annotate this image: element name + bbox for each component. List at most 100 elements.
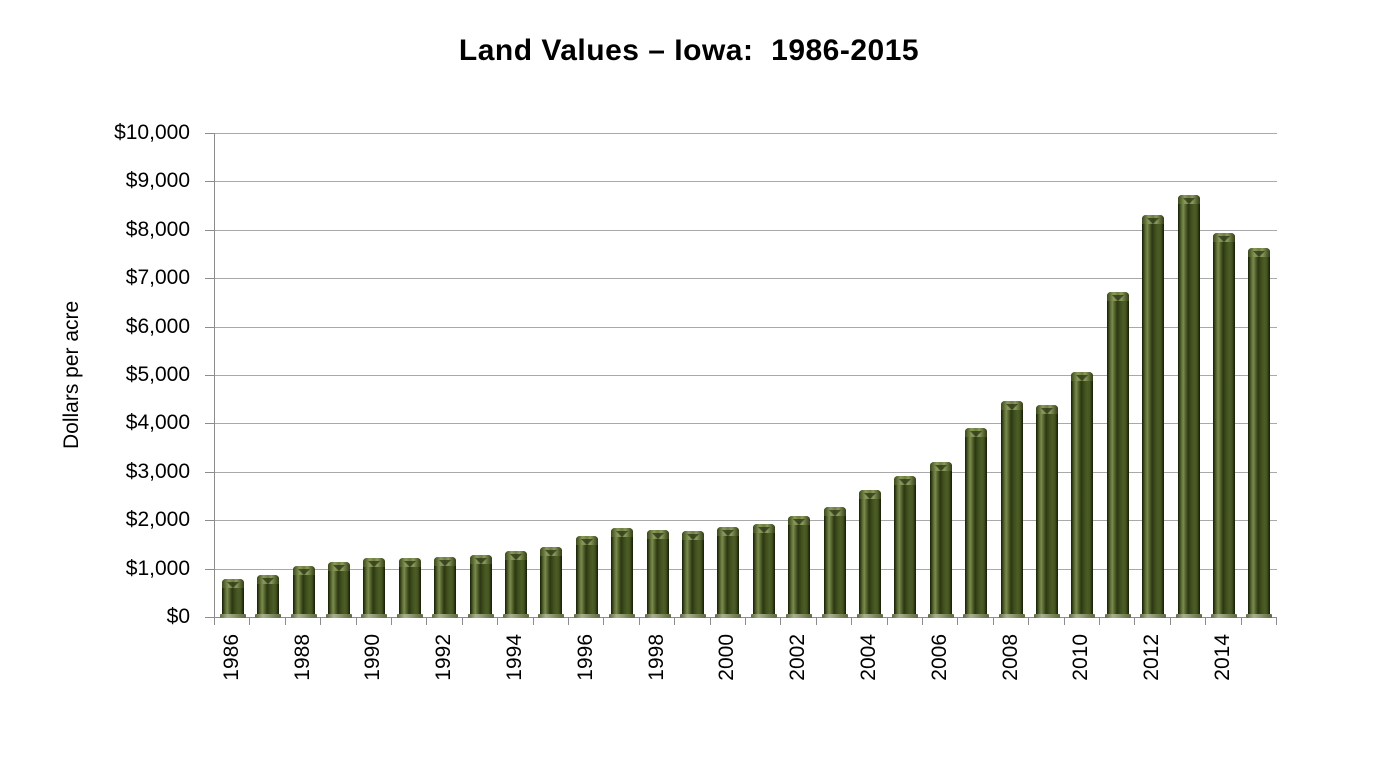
bar-top-bevel [434,557,457,566]
bar-base-bevel [1175,614,1202,618]
y-tick-mark-6000 [205,326,214,328]
bar-2009 [1033,405,1060,618]
bar-2003 [821,507,848,618]
bar-base-bevel [821,614,848,618]
x-tick-mark-27 [1169,618,1171,625]
bar-base-bevel [361,614,388,618]
y-tick-label-0: $0 [166,605,190,628]
bar-base-bevel [998,614,1025,618]
bar-2012 [1140,215,1167,618]
gridline-4000 [215,423,1277,425]
x-tick-mark-18 [851,618,853,625]
bar-top-bevel [1000,401,1023,410]
y-tick-label-9000: $9,000 [125,169,190,193]
y-tick-mark-0 [205,617,214,618]
y-tick-mark-10000 [205,133,214,134]
bar-1994 [502,551,529,618]
y-tick-mark-9000 [205,181,214,183]
x-tick-mark-2 [284,618,286,625]
bar-top-bevel [1177,195,1200,204]
bar-top-bevel [504,551,527,560]
bar-1987 [255,575,282,618]
gridline-8000 [215,229,1277,231]
x-tick-label-1986: 1986 [219,634,243,681]
bar-top-bevel [858,490,881,499]
bar-top-bevel [221,579,244,588]
bar-base-bevel [750,614,777,618]
bar-base-bevel [502,614,529,618]
bar-top-bevel [788,516,811,525]
x-tick-mark-23 [1028,618,1030,625]
bar-base-bevel [1246,614,1273,618]
bar-1997 [609,528,636,618]
x-tick-mark-21 [957,618,959,625]
bar-base-bevel [467,614,494,618]
bar-2000 [715,527,742,618]
bar-base-bevel [396,614,423,618]
bar-top-bevel [965,428,988,437]
bar-2013 [1175,195,1202,618]
bar-1993 [467,555,494,618]
bar-base-bevel [644,614,671,618]
bar-base-bevel [927,614,954,618]
x-tick-mark-12 [638,618,640,625]
x-tick-mark-0 [214,618,215,625]
bar-1998 [644,530,671,618]
bar-base-bevel [325,614,352,618]
x-tick-label-2010: 2010 [1069,634,1093,681]
bar-1992 [432,557,459,618]
y-tick-label-10000: $10,000 [114,121,190,144]
bar-base-bevel [609,614,636,618]
x-tick-mark-5 [391,618,392,625]
x-tick-mark-3 [320,618,322,625]
x-tick-mark-19 [886,618,888,625]
gridline-2000 [215,520,1277,522]
x-tick-mark-30 [1276,618,1277,625]
y-tick-label-3000: $3,000 [125,459,190,483]
y-tick-mark-3000 [205,471,214,473]
bar-base-bevel [1210,614,1237,618]
y-tick-label-4000: $4,000 [125,411,190,435]
bar-top-bevel [823,507,846,516]
x-tick-mark-10 [568,618,569,625]
bar-top-bevel [1071,372,1094,381]
x-tick-mark-28 [1205,618,1207,625]
bar-base-bevel [679,614,706,618]
y-tick-mark-1000 [205,568,214,570]
y-tick-label-6000: $6,000 [125,314,190,338]
x-tick-label-2008: 2008 [998,634,1022,681]
x-tick-mark-9 [532,618,534,625]
bar-top-bevel [327,562,350,571]
bar-2014 [1210,233,1237,618]
bar-base-bevel [1033,614,1060,618]
x-tick-label-2002: 2002 [786,634,810,681]
x-tick-label-1998: 1998 [644,634,668,681]
x-tick-mark-7 [461,618,463,625]
bar-top-bevel [1106,292,1129,301]
y-tick-label-2000: $2,000 [125,508,190,532]
bar-base-bevel [219,614,246,618]
x-tick-mark-6 [426,618,428,625]
x-tick-label-1992: 1992 [432,634,456,681]
bar-base-bevel [1104,614,1131,618]
bar-base-bevel [1069,614,1096,618]
x-tick-mark-15 [745,618,746,625]
bar-top-bevel [1035,405,1058,414]
x-tick-mark-13 [674,618,676,625]
bar-1986 [219,579,246,618]
bar-top-bevel [292,566,315,575]
x-tick-mark-1 [249,618,251,625]
bar-top-bevel [717,527,740,536]
bar-top-bevel [646,530,669,539]
bar-2011 [1104,292,1131,618]
y-tick-label-7000: $7,000 [125,266,190,290]
x-tick-label-2004: 2004 [856,634,880,681]
y-tick-mark-4000 [205,423,214,425]
bar-base-bevel [715,614,742,618]
bar-base-bevel [255,614,282,618]
chart-title: Land Values – Iowa: 1986-2015 [458,34,920,67]
bar-top-bevel [257,575,280,584]
bar-top-bevel [1212,233,1235,242]
bar-2001 [750,524,777,618]
